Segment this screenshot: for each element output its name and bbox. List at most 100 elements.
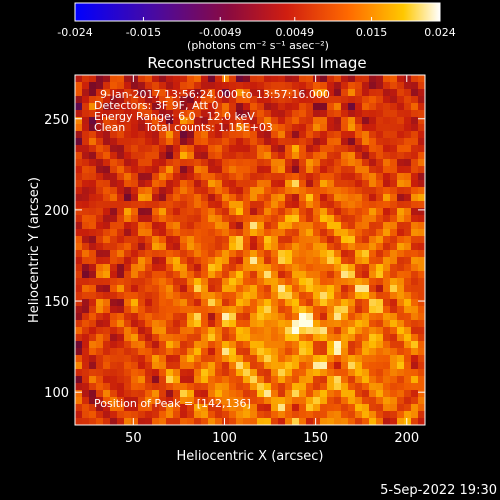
heatmap-cell: [313, 159, 321, 167]
heatmap-cell: [348, 208, 356, 216]
heatmap-cell: [180, 292, 188, 300]
heatmap-cell: [187, 110, 195, 118]
heatmap-cell: [404, 292, 412, 300]
heatmap-cell: [138, 82, 146, 90]
heatmap-cell: [264, 271, 272, 279]
heatmap-cell: [327, 159, 335, 167]
heatmap-cell: [306, 166, 314, 174]
heatmap-cell: [82, 222, 90, 230]
heatmap-cell: [271, 173, 279, 181]
heatmap-cell: [222, 278, 230, 286]
heatmap-cell: [89, 271, 97, 279]
heatmap-cell: [110, 397, 118, 405]
heatmap-cell: [145, 320, 153, 328]
heatmap-cell: [180, 96, 188, 104]
heatmap-cell: [180, 327, 188, 335]
heatmap-cell: [124, 334, 132, 342]
heatmap-cell: [250, 103, 258, 111]
heatmap-cell: [313, 180, 321, 188]
heatmap-cell: [145, 82, 153, 90]
heatmap-cell: [124, 355, 132, 363]
heatmap-cell: [299, 96, 307, 104]
heatmap-cell: [145, 131, 153, 139]
heatmap-cell: [404, 75, 412, 83]
heatmap-cell: [180, 215, 188, 223]
heatmap-cell: [222, 341, 230, 349]
heatmap-cell: [201, 264, 209, 272]
heatmap-cell: [194, 159, 202, 167]
heatmap-cell: [334, 306, 342, 314]
heatmap-cell: [257, 271, 265, 279]
heatmap-cell: [138, 285, 146, 293]
heatmap-cell: [110, 334, 118, 342]
heatmap-cell: [152, 173, 160, 181]
heatmap-cell: [376, 390, 384, 398]
heatmap-cell: [110, 131, 118, 139]
heatmap-cell: [341, 201, 349, 209]
heatmap-cell: [390, 341, 398, 349]
heatmap-cell: [362, 299, 370, 307]
heatmap-cell: [306, 215, 314, 223]
heatmap-cell: [369, 250, 377, 258]
heatmap-cell: [299, 215, 307, 223]
heatmap-cell: [418, 243, 426, 251]
heatmap-cell: [103, 194, 111, 202]
heatmap-cell: [376, 383, 384, 391]
heatmap-cell: [215, 327, 223, 335]
heatmap-cell: [215, 306, 223, 314]
heatmap-cell: [243, 355, 251, 363]
heatmap-cell: [327, 103, 335, 111]
heatmap-cell: [404, 222, 412, 230]
heatmap-cell: [194, 152, 202, 160]
heatmap-cell: [208, 264, 216, 272]
heatmap-cell: [264, 278, 272, 286]
heatmap-cell: [201, 355, 209, 363]
heatmap-cell: [292, 117, 300, 125]
heatmap-cell: [341, 299, 349, 307]
heatmap-cell: [131, 285, 139, 293]
heatmap-cell: [159, 341, 167, 349]
heatmap-cell: [194, 334, 202, 342]
heatmap-cell: [341, 390, 349, 398]
heatmap-cell: [201, 397, 209, 405]
heatmap-cell: [299, 229, 307, 237]
heatmap-cell: [369, 334, 377, 342]
heatmap-cell: [89, 383, 97, 391]
heatmap-cell: [285, 320, 293, 328]
heatmap-cell: [285, 355, 293, 363]
heatmap-cell: [355, 397, 363, 405]
heatmap-cell: [362, 341, 370, 349]
heatmap-cell: [376, 341, 384, 349]
heatmap-cell: [355, 159, 363, 167]
heatmap-cell: [159, 229, 167, 237]
heatmap-cell: [103, 152, 111, 160]
heatmap-cell: [159, 89, 167, 97]
heatmap-cell: [166, 222, 174, 230]
heatmap-cell: [82, 334, 90, 342]
heatmap-cell: [383, 411, 391, 419]
heatmap-cell: [390, 152, 398, 160]
heatmap-cell: [299, 124, 307, 132]
heatmap-cell: [180, 110, 188, 118]
heatmap-cell: [397, 299, 405, 307]
heatmap-cell: [341, 138, 349, 146]
heatmap-cell: [341, 418, 349, 426]
heatmap-cell: [327, 278, 335, 286]
heatmap-cell: [376, 103, 384, 111]
heatmap-cell: [306, 264, 314, 272]
heatmap-cell: [82, 264, 90, 272]
heatmap-cell: [117, 82, 125, 90]
heatmap-cell: [271, 159, 279, 167]
heatmap-cell: [82, 271, 90, 279]
heatmap-cell: [75, 180, 83, 188]
heatmap-cell: [201, 320, 209, 328]
heatmap-cell: [404, 145, 412, 153]
heatmap-cell: [306, 369, 314, 377]
heatmap-cell: [110, 138, 118, 146]
heatmap-cell: [222, 264, 230, 272]
heatmap-cell: [390, 110, 398, 118]
heatmap-cell: [257, 355, 265, 363]
heatmap-cell: [103, 278, 111, 286]
heatmap-cell: [257, 383, 265, 391]
heatmap-cell: [103, 390, 111, 398]
